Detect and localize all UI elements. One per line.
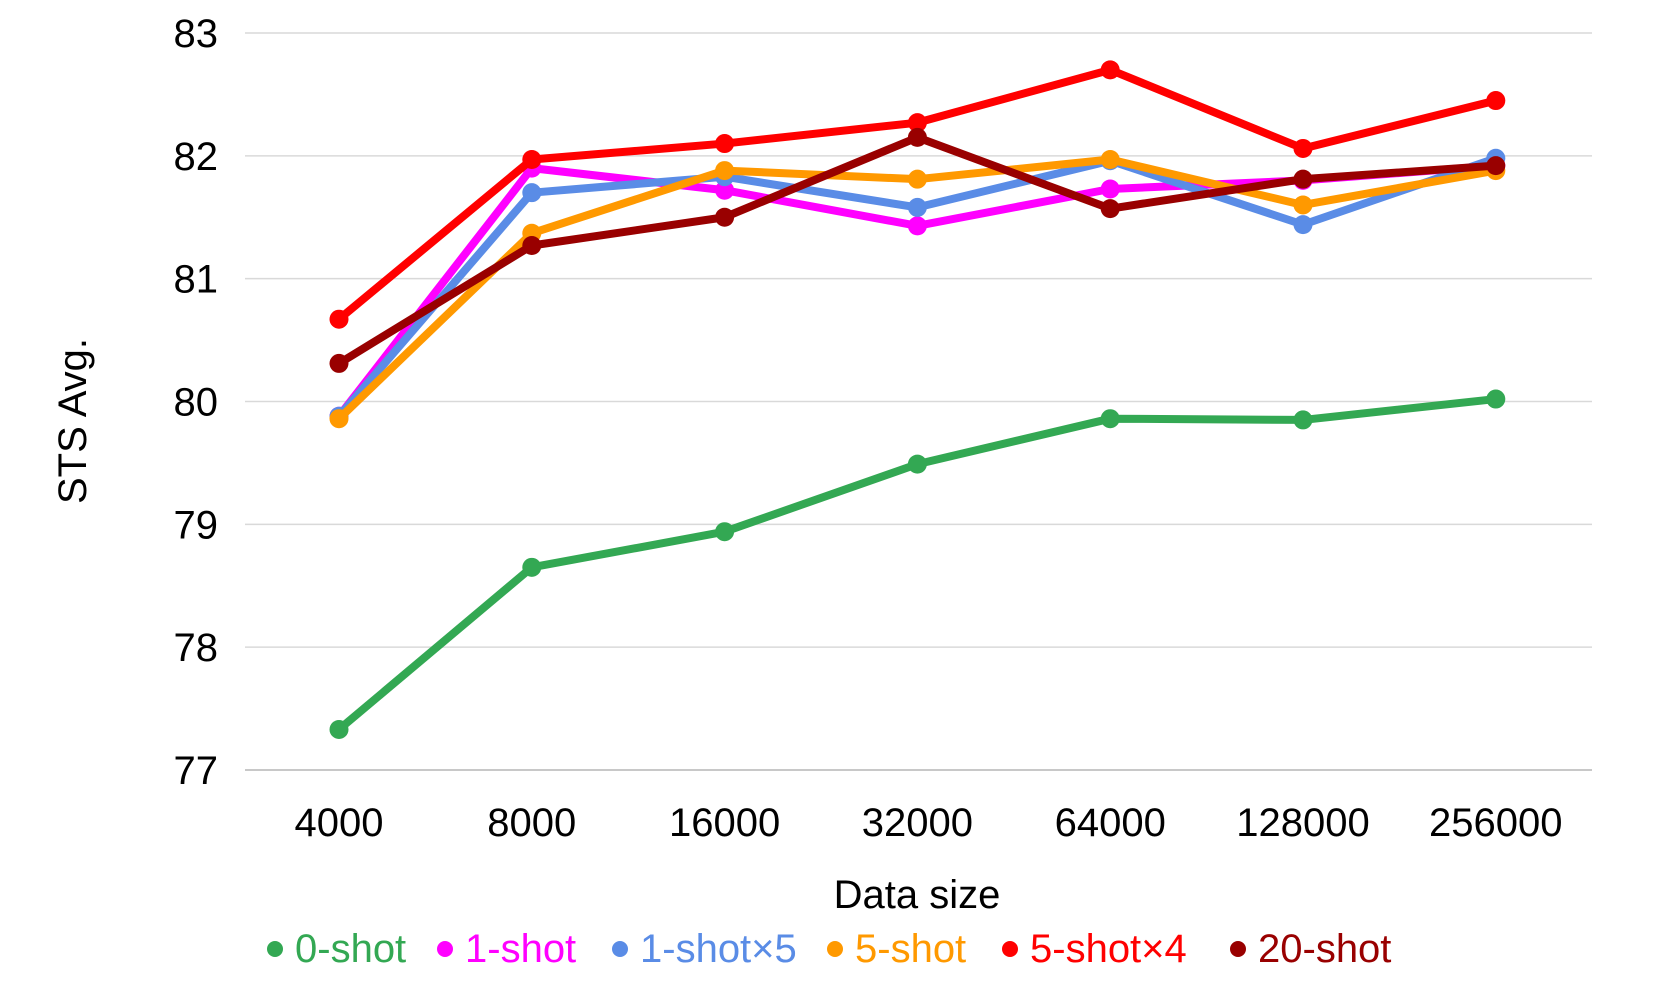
x-tick-label: 4000	[295, 801, 384, 845]
legend-marker	[612, 941, 628, 957]
data-point	[1293, 195, 1313, 215]
data-point	[522, 557, 542, 577]
data-point	[907, 127, 927, 147]
legend-item: 1-shot×5	[612, 927, 797, 971]
y-axis-title: STS Avg.	[51, 338, 95, 504]
y-tick-label: 83	[174, 12, 219, 56]
data-point	[715, 207, 735, 227]
data-point	[1486, 156, 1506, 176]
data-point	[907, 169, 927, 189]
series-line	[335, 395, 1500, 734]
x-tick-label: 64000	[1055, 801, 1166, 845]
series-5-shot	[329, 150, 1506, 429]
y-tick-label: 81	[174, 258, 219, 302]
data-point	[1100, 150, 1120, 170]
data-point	[1486, 91, 1506, 111]
data-point	[715, 522, 735, 542]
data-point	[329, 353, 349, 373]
y-tick-label: 79	[174, 503, 219, 547]
legend-label: 20-shot	[1258, 927, 1391, 971]
x-tick-label: 256000	[1429, 801, 1562, 845]
legend-marker	[1002, 941, 1018, 957]
legend-marker	[437, 941, 453, 957]
data-point	[1100, 60, 1120, 80]
data-point	[1293, 138, 1313, 158]
data-point	[329, 409, 349, 429]
data-point	[907, 113, 927, 133]
legend-marker	[827, 941, 843, 957]
y-tick-label: 78	[174, 626, 219, 670]
series-1-shot×5	[329, 148, 1506, 426]
legend-item: 0-shot	[267, 927, 406, 971]
data-point	[715, 161, 735, 181]
data-point	[522, 150, 542, 170]
y-axis-ticks: 77 78 79 80 81 82 83	[174, 12, 219, 793]
legend-label: 0-shot	[295, 927, 406, 971]
x-axis-title: Data size	[834, 873, 1001, 917]
legend-item: 1-shot	[437, 927, 576, 971]
x-tick-label: 32000	[862, 801, 973, 845]
legend-label: 5-shot	[855, 927, 966, 971]
data-point	[1293, 410, 1313, 430]
data-point	[715, 134, 735, 154]
data-point	[715, 180, 735, 200]
series-group	[329, 60, 1506, 739]
data-point	[329, 309, 349, 329]
y-tick-label: 82	[174, 135, 219, 179]
data-point	[522, 183, 542, 203]
series-5-shot×4	[329, 60, 1506, 329]
data-point	[522, 236, 542, 256]
legend-item: 20-shot	[1230, 927, 1391, 971]
data-point	[907, 216, 927, 236]
legend-marker	[1230, 941, 1246, 957]
x-tick-label: 128000	[1236, 801, 1369, 845]
legend-marker	[267, 941, 283, 957]
data-point	[1100, 199, 1120, 219]
legend-item: 5-shot	[827, 927, 966, 971]
x-tick-label: 8000	[487, 801, 576, 845]
data-point	[907, 197, 927, 217]
data-point	[1486, 389, 1506, 409]
legend-item: 5-shot×4	[1002, 927, 1187, 971]
legend-label: 5-shot×4	[1030, 927, 1187, 971]
legend: 0-shot 1-shot 1-shot×5 5-shot 5-shot×4 20-sho…	[267, 927, 1391, 971]
x-axis-ticks: 4000 8000 16000 32000 64000 128000 256000	[295, 801, 1563, 845]
legend-label: 1-shot×5	[640, 927, 797, 971]
data-point	[1293, 215, 1313, 235]
y-tick-label: 80	[174, 381, 219, 425]
gridlines	[245, 32, 1592, 771]
series-0-shot	[329, 389, 1506, 739]
series-20-shot	[329, 127, 1506, 373]
legend-label: 1-shot	[465, 927, 576, 971]
data-point	[907, 454, 927, 474]
x-tick-label: 16000	[669, 801, 780, 845]
data-point	[329, 719, 349, 739]
data-point	[1100, 179, 1120, 199]
data-point	[1100, 409, 1120, 429]
data-point	[1293, 169, 1313, 189]
y-tick-label: 77	[174, 749, 219, 793]
